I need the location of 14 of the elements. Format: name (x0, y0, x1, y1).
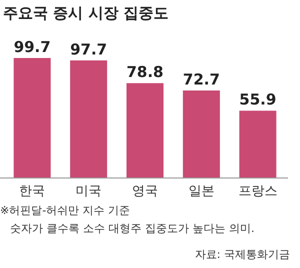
x-tick-label: 프랑스 (238, 184, 278, 199)
text: ※허핀달-허쉬만 지수 기준 (0, 204, 130, 217)
text: 자료: 국제통화기금 (194, 248, 290, 261)
chart-title: 주요국 증시 시장 집중도 (3, 4, 169, 22)
text: 숫자가 클수록 소수 대형주 집중도가 높다는 의미. (10, 222, 254, 235)
x-tick-label: 일본 (188, 184, 214, 199)
data-label: 99.7 (14, 38, 51, 56)
data-label: 55.9 (239, 90, 276, 109)
data-label: 78.8 (126, 63, 164, 82)
data-label: 72.7 (182, 70, 220, 88)
x-tick-label: 한국 (19, 184, 46, 199)
x-tick-label: 미국 (76, 184, 102, 199)
x-tick-label: 영국 (132, 184, 158, 199)
data-label: 97.7 (70, 40, 108, 58)
